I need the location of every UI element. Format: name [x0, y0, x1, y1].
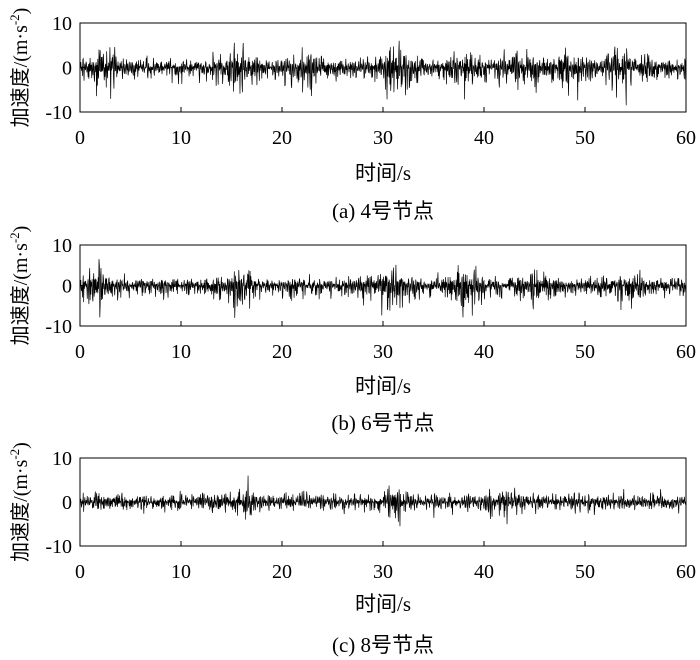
chart-caption: (a) 4号节点 — [332, 199, 434, 223]
x-tick-label: 40 — [474, 341, 494, 363]
x-tick-label: 10 — [171, 127, 191, 149]
chart-caption: (b) 6号节点 — [331, 411, 434, 435]
y-axis-title: 加速度/(m·s-2) — [7, 442, 32, 562]
x-axis-title: 时间/s — [355, 592, 411, 616]
x-tick-label: 0 — [75, 127, 85, 149]
x-tick-label: 50 — [575, 127, 595, 149]
series-line-1 — [79, 259, 687, 318]
y-tick-label: 10 — [52, 448, 72, 470]
x-tick-label: 50 — [575, 561, 595, 583]
y-tick-label: -10 — [45, 316, 72, 338]
y-tick-label: 10 — [52, 13, 72, 35]
x-tick-label: 0 — [75, 341, 85, 363]
x-tick-label: 20 — [272, 341, 292, 363]
x-tick-label: 60 — [676, 127, 696, 149]
y-axis-title: 加速度/(m·s-2) — [7, 8, 32, 128]
x-tick-label: 20 — [272, 561, 292, 583]
series-line-0 — [79, 40, 687, 106]
x-tick-label: 10 — [171, 561, 191, 583]
x-tick-label: 10 — [171, 341, 191, 363]
x-tick-label: 40 — [474, 127, 494, 149]
y-tick-label: 0 — [62, 58, 72, 80]
x-tick-label: 60 — [676, 341, 696, 363]
x-axis-title: 时间/s — [355, 161, 411, 185]
x-tick-label: 50 — [575, 341, 595, 363]
x-tick-label: 30 — [373, 561, 393, 583]
x-tick-label: 30 — [373, 127, 393, 149]
series-line-2 — [79, 475, 687, 527]
x-tick-label: 30 — [373, 341, 393, 363]
y-tick-label: 10 — [52, 235, 72, 257]
x-tick-label: 20 — [272, 127, 292, 149]
y-tick-label: 0 — [62, 492, 72, 514]
x-tick-label: 60 — [676, 561, 696, 583]
x-tick-label: 40 — [474, 561, 494, 583]
x-axis-title: 时间/s — [355, 374, 411, 398]
y-axis-title: 加速度/(m·s-2) — [7, 226, 32, 346]
y-tick-label: -10 — [45, 102, 72, 124]
y-tick-label: -10 — [45, 536, 72, 558]
chart-caption: (c) 8号节点 — [332, 633, 434, 657]
x-tick-label: 0 — [75, 561, 85, 583]
y-tick-label: 0 — [62, 276, 72, 298]
